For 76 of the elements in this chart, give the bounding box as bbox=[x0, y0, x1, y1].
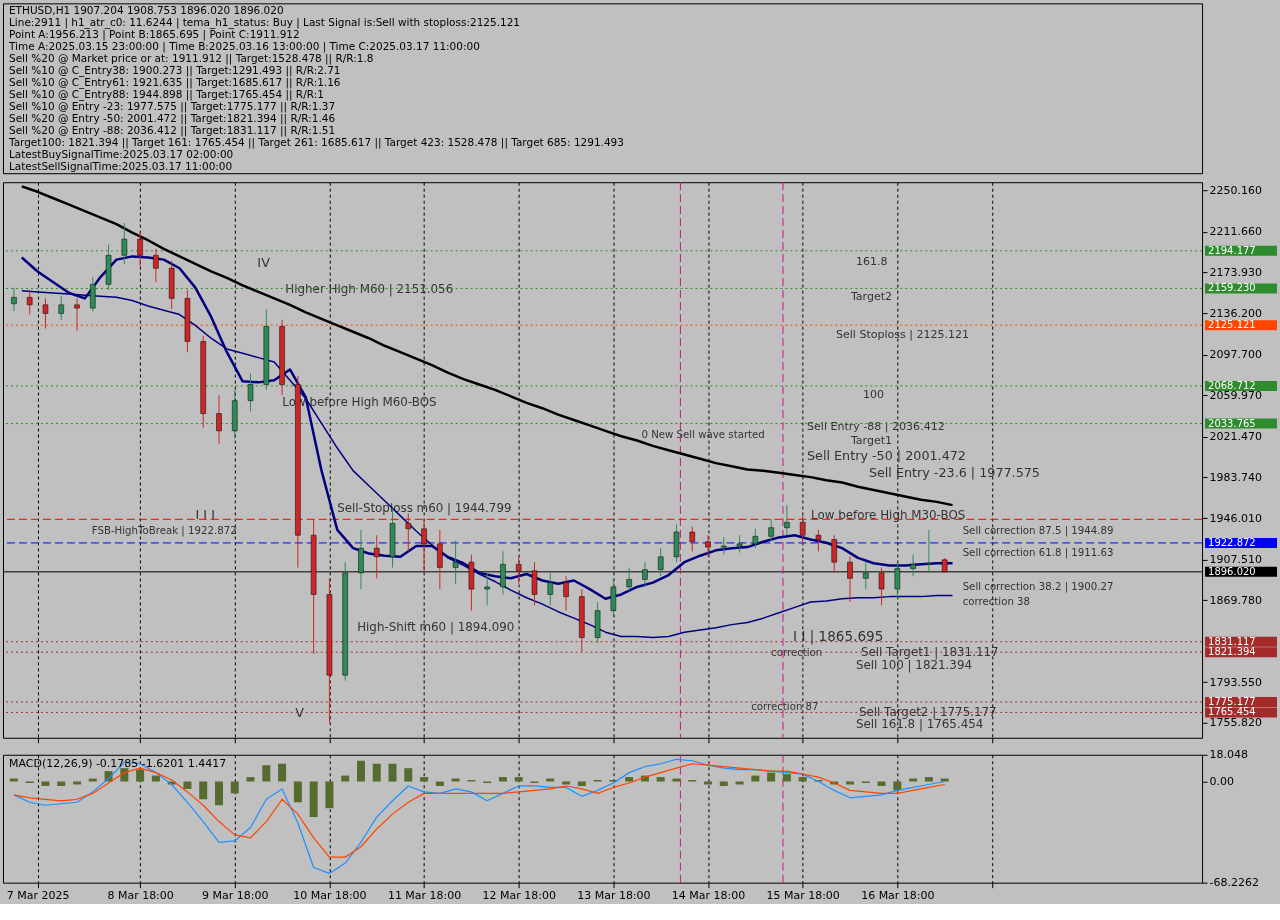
y-tick-label: 2173.930 bbox=[1209, 266, 1262, 280]
annotation: Sell Target1 | 1831.117 bbox=[860, 644, 999, 660]
annotation: 100 bbox=[862, 388, 884, 402]
annotation: Sell Target2 | 1775.177 bbox=[858, 704, 997, 720]
x-tick-label: 16 Mar 18:00 bbox=[861, 889, 935, 903]
x-tick-label: 8 Mar 18:00 bbox=[107, 889, 174, 903]
annotation: Sell correction 38.2 | 1900.27 bbox=[962, 581, 1114, 594]
text: Sell %10 @ C_Entry38: 1900.273 || Target:1291.493 || R/R:2.71 bbox=[8, 64, 341, 78]
x-tick-label: 10 Mar 18:00 bbox=[293, 889, 367, 903]
x-tick-label: 9 Mar 18:00 bbox=[202, 889, 269, 903]
ref-line-label: 2159.230 bbox=[1208, 282, 1256, 294]
annotation: Sell correction 61.8 | 1911.63 bbox=[962, 547, 1114, 560]
text: Sell %20 @ Market price or at: 1911.912 || Target:1528.478 || R/R:1.8 bbox=[8, 52, 374, 66]
text: Sell %20 @ Entry -88: 2036.412 || Target:1831.117 || R/R:1.51 bbox=[8, 124, 336, 138]
text: LatestSellSignalTime:2025.03.17 11:00:00 bbox=[8, 160, 233, 173]
annotation: Sell Entry -23.6 | 1977.575 bbox=[868, 464, 1040, 480]
x-tick-label: 11 Mar 18:00 bbox=[387, 889, 462, 903]
annotation: I I | 1865.695 bbox=[793, 627, 884, 645]
y-tick-label: 18.048 bbox=[1209, 748, 1248, 762]
annotation: FSB-HighToBreak | 1922.872 bbox=[91, 525, 237, 538]
x-tick-label: 7 Mar 2025 bbox=[6, 889, 70, 903]
text: Sell %10 @ C_Entry61: 1921.635 || Target:1685.617 || R/R:1.16 bbox=[8, 76, 341, 90]
annotation: Sell 100 | 1821.394 bbox=[855, 658, 973, 674]
y-tick-label: 2097.700 bbox=[1209, 348, 1262, 362]
text: Sell %10 @ C_Entry88: 1944.898 || Target:1765.454 || R/R:1 bbox=[8, 88, 324, 102]
y-tick-label: 0.00 bbox=[1209, 775, 1235, 789]
annotation: correction 87 bbox=[751, 700, 819, 712]
x-tick-label: 13 Mar 18:00 bbox=[577, 889, 651, 903]
text: Sell %10 @ Entry -23: 1977.575 || Target:1775.177 || R/R:1.37 bbox=[8, 100, 336, 114]
text: Line:2911 | h1_atr_c0: 11.6244 | tema_h1_status: Buy | Last Signal is:Sell with stoploss:2125.121 bbox=[8, 16, 520, 30]
annotation: High-Shift m60 | 1894.090 bbox=[357, 619, 515, 635]
x-tick-label: 12 Mar 18:00 bbox=[482, 889, 556, 903]
chart-title: ETHUSD,H1 1907.204 1908.753 1896.020 1896.020 bbox=[8, 4, 284, 17]
y-tick-label: 2136.200 bbox=[1209, 306, 1262, 320]
text: LatestBuySignalTime:2025.03.17 02:00:00 bbox=[8, 148, 234, 161]
annotation: Sell Stoploss | 2125.121 bbox=[835, 328, 970, 342]
y-tick-label: 2021.470 bbox=[1209, 430, 1262, 444]
annotation: 161.8 bbox=[855, 254, 888, 268]
y-tick-label: -68.2262 bbox=[1209, 876, 1259, 890]
ref-line-label: 1765.454 bbox=[1208, 706, 1256, 718]
chart-title: MACD(12,26,9) -0.1785 -1.6201 1.4417 bbox=[8, 756, 227, 770]
ref-line-label: 1821.394 bbox=[1208, 646, 1256, 658]
annotation: correction 38 bbox=[962, 596, 1031, 608]
ref-line-label: 2033.765 bbox=[1208, 417, 1256, 429]
y-tick-label: 1755.820 bbox=[1209, 716, 1262, 730]
text: Point A:1956.213 | Point B:1865.695 | Point C:1911.912 bbox=[8, 28, 300, 42]
annotation: Sell Entry -88 | 2036.412 bbox=[807, 419, 945, 433]
y-tick-label: 1946.010 bbox=[1209, 511, 1262, 525]
annotation: Sell correction 87.5 | 1944.89 bbox=[962, 525, 1114, 538]
ref-line-label: 2068.712 bbox=[1208, 379, 1256, 391]
annotation: IV bbox=[257, 255, 271, 271]
text: Time A:2025.03.15 23:00:00 | Time B:2025.03.16 13:00:00 | Time C:2025.03.17 11:00:00 bbox=[7, 40, 480, 54]
x-tick-label: 15 Mar 18:00 bbox=[766, 889, 840, 903]
text: Sell %20 @ Entry -50: 2001.472 || Target:1821.394 || R/R:1.46 bbox=[8, 112, 336, 126]
y-tick-label: 1983.740 bbox=[1209, 470, 1262, 484]
ref-line-label: 1896.020 bbox=[1208, 565, 1256, 577]
annotation: Target1 bbox=[849, 434, 893, 448]
y-tick-label: 1869.780 bbox=[1209, 593, 1262, 607]
annotation: I I I bbox=[195, 506, 215, 522]
ref-line-label: 1831.117 bbox=[1208, 635, 1256, 647]
annotation: Sell Entry -50 | 2001.472 bbox=[807, 448, 966, 464]
y-tick-label: 2211.660 bbox=[1209, 225, 1262, 239]
y-tick-label: 2250.160 bbox=[1209, 184, 1262, 198]
annotation: Target2 bbox=[849, 290, 893, 304]
ref-line-label: 2194.177 bbox=[1208, 244, 1256, 256]
x-tick-label: 14 Mar 18:00 bbox=[671, 889, 746, 903]
text: Target100: 1821.394 || Target 161: 1765.454 || Target 261: 1685.617 || Target 423: 1528.478 || Target 685: 1291.493 bbox=[7, 136, 624, 150]
ref-line-label: 1922.872 bbox=[1208, 536, 1256, 548]
y-tick-label: 1907.510 bbox=[1209, 552, 1262, 566]
ref-line-label: 1775.177 bbox=[1208, 695, 1256, 707]
y-tick-label: 2059.970 bbox=[1209, 388, 1262, 402]
annotation: V bbox=[295, 704, 305, 720]
ref-line-label: 2125.121 bbox=[1208, 319, 1256, 331]
annotation: Low before High M30-BOS bbox=[811, 507, 966, 522]
y-tick-label: 1793.550 bbox=[1209, 675, 1262, 689]
annotation: 0 New Sell wave started bbox=[641, 428, 765, 440]
